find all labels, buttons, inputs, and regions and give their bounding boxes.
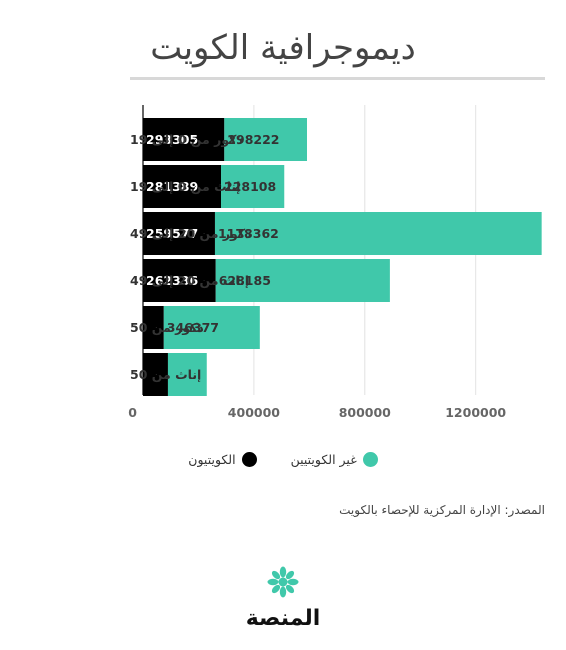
bar-non-kuwaiti: [224, 118, 307, 161]
logo-wordmark: المنصة: [246, 606, 321, 631]
legend-item-kuwaiti: الكويتيون: [188, 452, 257, 467]
legend-swatch-non-kuwaiti: [362, 452, 378, 467]
x-tick-label: 400000: [228, 405, 280, 420]
data-label: 262336: [146, 273, 198, 288]
bars: [143, 118, 542, 396]
bar-kuwaiti: [143, 165, 222, 208]
flower-icon: [267, 566, 299, 598]
data-label: 281389: [146, 179, 198, 194]
source-note: المصدر: الإدارة المركزية للإحصاء بالكويت: [339, 503, 545, 517]
legend-label-kuwaiti: الكويتيون: [188, 452, 236, 467]
legend-label-non-kuwaiti: غير الكويتيين: [290, 452, 357, 467]
x-tick-label: 1200000: [445, 405, 506, 420]
data-label: 346377: [167, 320, 219, 335]
bar-kuwaiti: [143, 212, 215, 255]
category-label: ذكور من 20 إلى 49: [130, 226, 252, 241]
bar-non-kuwaiti: [214, 212, 542, 255]
data-label: 293305: [146, 132, 198, 147]
x-tick-label: 800000: [339, 405, 391, 420]
chart-title: ديموجرافية الكويت: [150, 28, 416, 68]
data-label: 259577: [146, 226, 198, 241]
legend: غير الكويتيين الكويتيون: [0, 452, 566, 467]
data-label: 1178362: [218, 226, 279, 241]
title-divider: [130, 77, 545, 80]
bar-kuwaiti: [143, 118, 225, 161]
data-label: 228108: [224, 179, 276, 194]
bar-non-kuwaiti: [215, 259, 390, 302]
data-label: 298222: [227, 132, 279, 147]
almanassa-logo: المنصة: [246, 566, 321, 631]
bar-non-kuwaiti: [163, 306, 260, 349]
legend-item-non-kuwaiti: غير الكويتيين: [291, 452, 378, 467]
data-label: 628185: [219, 273, 271, 288]
bar-kuwaiti: [143, 306, 164, 349]
category-label: ذكور من 0 إلى 19: [130, 132, 243, 147]
category-label: إناث من 0 إلى 19: [130, 179, 240, 194]
category-label: ذكور من 50: [130, 320, 204, 335]
x-tick-label: 0: [128, 405, 137, 420]
bar-kuwaiti: [143, 259, 216, 302]
bar-kuwaiti: [143, 353, 168, 396]
bar-non-kuwaiti: [221, 165, 285, 208]
category-label: إناث من 50: [130, 367, 201, 382]
legend-swatch-kuwaiti: [241, 452, 257, 467]
category-label: إناث من 20 إلى 49: [130, 273, 249, 288]
bar-non-kuwaiti: [167, 353, 207, 396]
